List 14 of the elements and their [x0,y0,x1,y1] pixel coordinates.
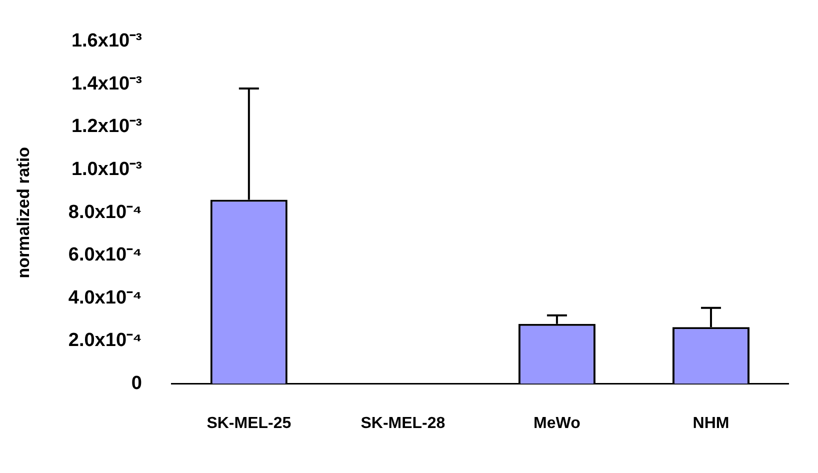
y-tick-label: 1.0x10⁻³ [71,159,142,180]
y-tick-label: 4.0x10⁻⁴ [68,287,142,308]
y-axis-title: normalized ratio [14,146,33,278]
y-tick-label: 6.0x10⁻⁴ [68,244,142,266]
x-tick-label: NHM [692,414,730,432]
y-tick-label: 2.0x10⁻⁴ [68,330,142,352]
x-tick-label: MeWo [534,414,581,432]
y-tick-label: 0 [131,373,142,394]
y-tick-label: 8.0x10⁻⁴ [68,202,142,223]
y-tick-label: 1.6x10⁻³ [71,30,142,52]
x-tick-label: SK-MEL-25 [206,414,292,432]
x-tick-label: SK-MEL-28 [360,414,446,432]
y-tick-label: 1.4x10⁻³ [71,73,142,94]
y-tick-label: 1.2x10⁻³ [71,116,142,138]
